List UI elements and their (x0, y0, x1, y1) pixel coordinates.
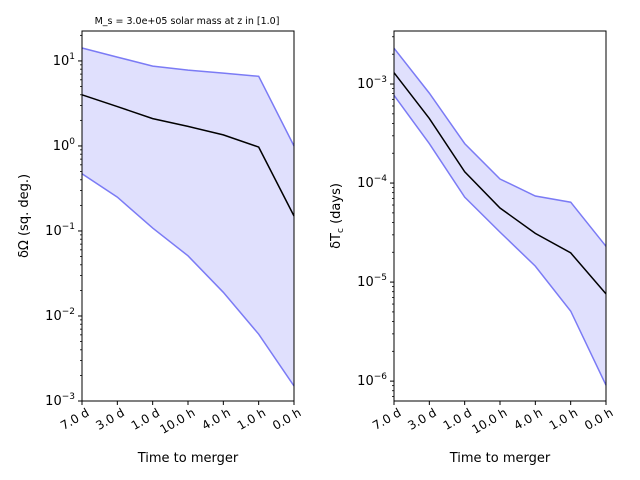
x-tick-label: 10.0 h (469, 405, 509, 436)
y-tick-label: 10−5 (357, 273, 387, 290)
y-tick-label: 100 (53, 137, 76, 154)
y-tick-label: 10−3 (45, 392, 75, 409)
median-line (81, 94, 295, 217)
lower-bound-line (393, 94, 607, 386)
right-ylabel-main: δT (329, 233, 344, 249)
upper-bound-line (393, 47, 607, 247)
x-tick-label: 7.0 d (58, 405, 91, 432)
right-ylabel-tail: (days) (329, 183, 344, 228)
right-ylabel: δTc (days) (329, 183, 346, 249)
x-tick-label: 3.0 d (93, 405, 126, 432)
right-ylabel-sub: c (336, 228, 346, 233)
x-tick-label: 10.0 h (157, 405, 197, 436)
left-xlabel: Time to merger (137, 451, 239, 466)
x-tick-label: 1.0 h (547, 405, 580, 432)
x-tick-label: 4.0 h (199, 405, 232, 432)
left-ylabel: δΩ (sq. deg.) (17, 174, 32, 258)
x-tick-label: 0.0 h (270, 405, 303, 432)
y-tick-label: 10−3 (357, 75, 387, 92)
y-tick-label: 101 (53, 52, 75, 69)
x-tick-label: 3.0 d (405, 405, 438, 432)
x-tick-label: 4.0 h (511, 405, 544, 432)
x-tick-label: 1.0 d (441, 405, 474, 432)
upper-bound-line (81, 47, 295, 147)
y-tick-label: 10−1 (45, 222, 75, 239)
confidence-band (394, 48, 606, 386)
right-axes: 10−3 10−4 10−5 10−6 7.0 d 3.0 d 1.0 d10.0 h 4.0… (357, 30, 616, 437)
right-xlabel: Time to merger (449, 451, 551, 466)
y-tick-label: 10−4 (357, 174, 387, 191)
median-line (393, 72, 607, 295)
x-tick-label: 1.0 d (129, 405, 162, 432)
x-tick-label: 1.0 h (235, 405, 268, 432)
y-tick-label: 10−2 (45, 307, 75, 324)
x-tick-label: 7.0 d (370, 405, 403, 432)
x-tick-label: 0.0 h (582, 405, 615, 432)
chart-title: M_s = 3.0e+05 solar mass at z in [1.0] (95, 16, 280, 27)
lower-bound-line (81, 173, 295, 387)
y-tick-label: 10−6 (357, 372, 387, 389)
confidence-band (82, 48, 294, 386)
